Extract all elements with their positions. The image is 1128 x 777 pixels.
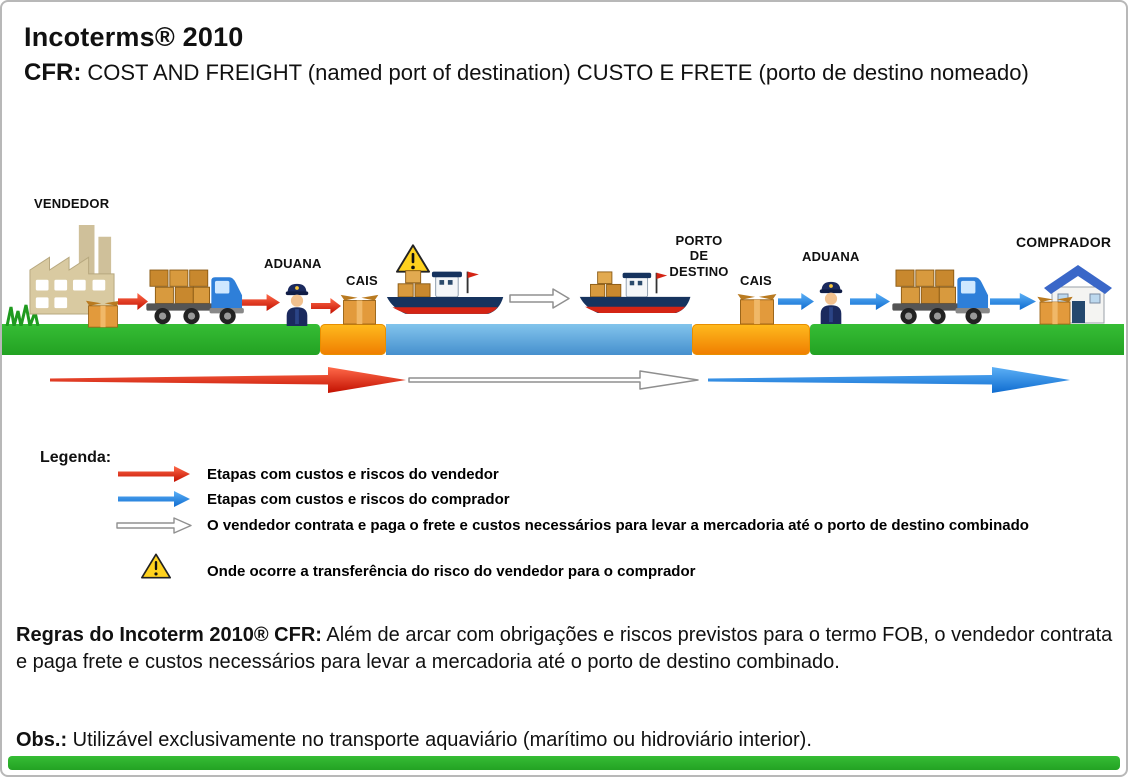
cais-left-label: CAIS <box>346 273 378 288</box>
grass-strip-left <box>2 324 320 355</box>
incoterm-subtitle: CFR: COST AND FREIGHT (named port of dest… <box>24 59 1029 87</box>
seller-truck-icon <box>146 261 246 326</box>
legend-buyer-arrow-icon <box>118 491 190 507</box>
departure-ship-icon <box>385 267 507 325</box>
legend-item-seller-text: Etapas com custos e riscos do vendedor <box>207 466 499 483</box>
quay-strip-left <box>320 324 386 355</box>
obs-paragraph: Obs.: Utilizável exclusivamente no trans… <box>16 729 1116 752</box>
rules-paragraph: Regras do Incoterm 2010® CFR: Além de ar… <box>16 622 1116 675</box>
incoterm-abbreviation: CFR: <box>24 59 82 86</box>
buyer-truck-icon <box>892 261 992 326</box>
legend-seller-arrow-icon <box>118 466 190 482</box>
cargo-box-icon <box>84 299 122 328</box>
porto-de-destino-label: PORTO DE DESTINO <box>669 233 729 279</box>
grass-strip-right <box>810 324 1124 355</box>
seller-costs-span-arrow <box>50 364 406 396</box>
cargo-box-quay-right-icon <box>736 292 778 325</box>
incoterm-description: COST AND FREIGHT (named port of destinat… <box>87 60 1029 85</box>
customs-officer-right-icon <box>815 279 847 324</box>
legend-title: Legenda: <box>40 449 112 466</box>
legend-item-freight-text: O vendedor contrata e paga o frete e cus… <box>207 517 1029 534</box>
obs-lead: Obs.: <box>16 729 68 751</box>
obs-body: Utilizável exclusivamente no transporte … <box>67 729 812 751</box>
buyer-flow-arrow-1 <box>778 293 814 310</box>
cargo-box-quay-left-icon <box>339 293 380 325</box>
aduana-right-label: ADUANA <box>802 249 860 264</box>
cais-right-label: CAIS <box>740 273 772 288</box>
aduana-left-label: ADUANA <box>264 256 322 271</box>
vendedor-label: VENDEDOR <box>34 196 110 211</box>
freight-paid-span-arrow <box>408 366 700 394</box>
bottom-green-bar <box>8 756 1120 770</box>
customs-officer-left-icon <box>281 281 313 326</box>
buyer-costs-span-arrow <box>708 364 1070 396</box>
legend-item-risk-text: Onde ocorre a transferência do risco do … <box>207 563 696 580</box>
cargo-box-house-icon <box>1036 295 1074 325</box>
seller-flow-arrow-3 <box>311 298 341 314</box>
comprador-label: COMPRADOR <box>1016 234 1112 250</box>
factory-icon <box>28 222 116 317</box>
seller-flow-arrow-1 <box>118 293 148 310</box>
legend-warning-triangle-icon <box>141 552 171 580</box>
rules-lead: Regras do Incoterm 2010® CFR: <box>16 624 322 646</box>
seller-flow-arrow-2 <box>242 294 280 311</box>
legend-freight-arrow-icon <box>116 516 192 535</box>
rules-body: Além de arcar com obrigações e riscos pr… <box>16 624 1113 673</box>
arrival-ship-icon <box>578 267 694 325</box>
legend-item-buyer-text: Etapas com custos e riscos do comprador <box>207 491 510 508</box>
water-strip <box>386 324 692 355</box>
quay-strip-right <box>692 324 810 355</box>
buyer-flow-arrow-2 <box>850 293 890 310</box>
grass-tuft-icon <box>4 304 44 326</box>
freight-flow-arrow-icon <box>509 287 571 310</box>
buyer-flow-arrow-3 <box>990 293 1036 310</box>
page-title: Incoterms® 2010 <box>24 22 244 52</box>
